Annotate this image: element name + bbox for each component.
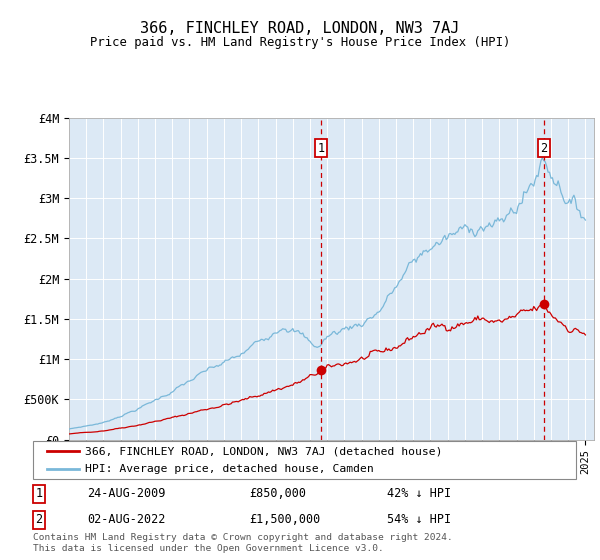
Text: £1,500,000: £1,500,000 bbox=[249, 513, 320, 526]
Text: Price paid vs. HM Land Registry's House Price Index (HPI): Price paid vs. HM Land Registry's House … bbox=[90, 36, 510, 49]
Text: 02-AUG-2022: 02-AUG-2022 bbox=[87, 513, 166, 526]
FancyBboxPatch shape bbox=[33, 441, 576, 479]
Text: 24-AUG-2009: 24-AUG-2009 bbox=[87, 487, 166, 501]
Text: Contains HM Land Registry data © Crown copyright and database right 2024.
This d: Contains HM Land Registry data © Crown c… bbox=[33, 533, 453, 553]
Text: 2: 2 bbox=[35, 513, 43, 526]
Text: 1: 1 bbox=[35, 487, 43, 501]
Text: 2: 2 bbox=[540, 142, 547, 155]
Text: HPI: Average price, detached house, Camden: HPI: Average price, detached house, Camd… bbox=[85, 464, 373, 474]
Text: 42% ↓ HPI: 42% ↓ HPI bbox=[387, 487, 451, 501]
Text: 366, FINCHLEY ROAD, LONDON, NW3 7AJ (detached house): 366, FINCHLEY ROAD, LONDON, NW3 7AJ (det… bbox=[85, 446, 442, 456]
Text: £850,000: £850,000 bbox=[249, 487, 306, 501]
Text: 366, FINCHLEY ROAD, LONDON, NW3 7AJ: 366, FINCHLEY ROAD, LONDON, NW3 7AJ bbox=[140, 21, 460, 36]
Text: 1: 1 bbox=[317, 142, 325, 155]
Text: 54% ↓ HPI: 54% ↓ HPI bbox=[387, 513, 451, 526]
